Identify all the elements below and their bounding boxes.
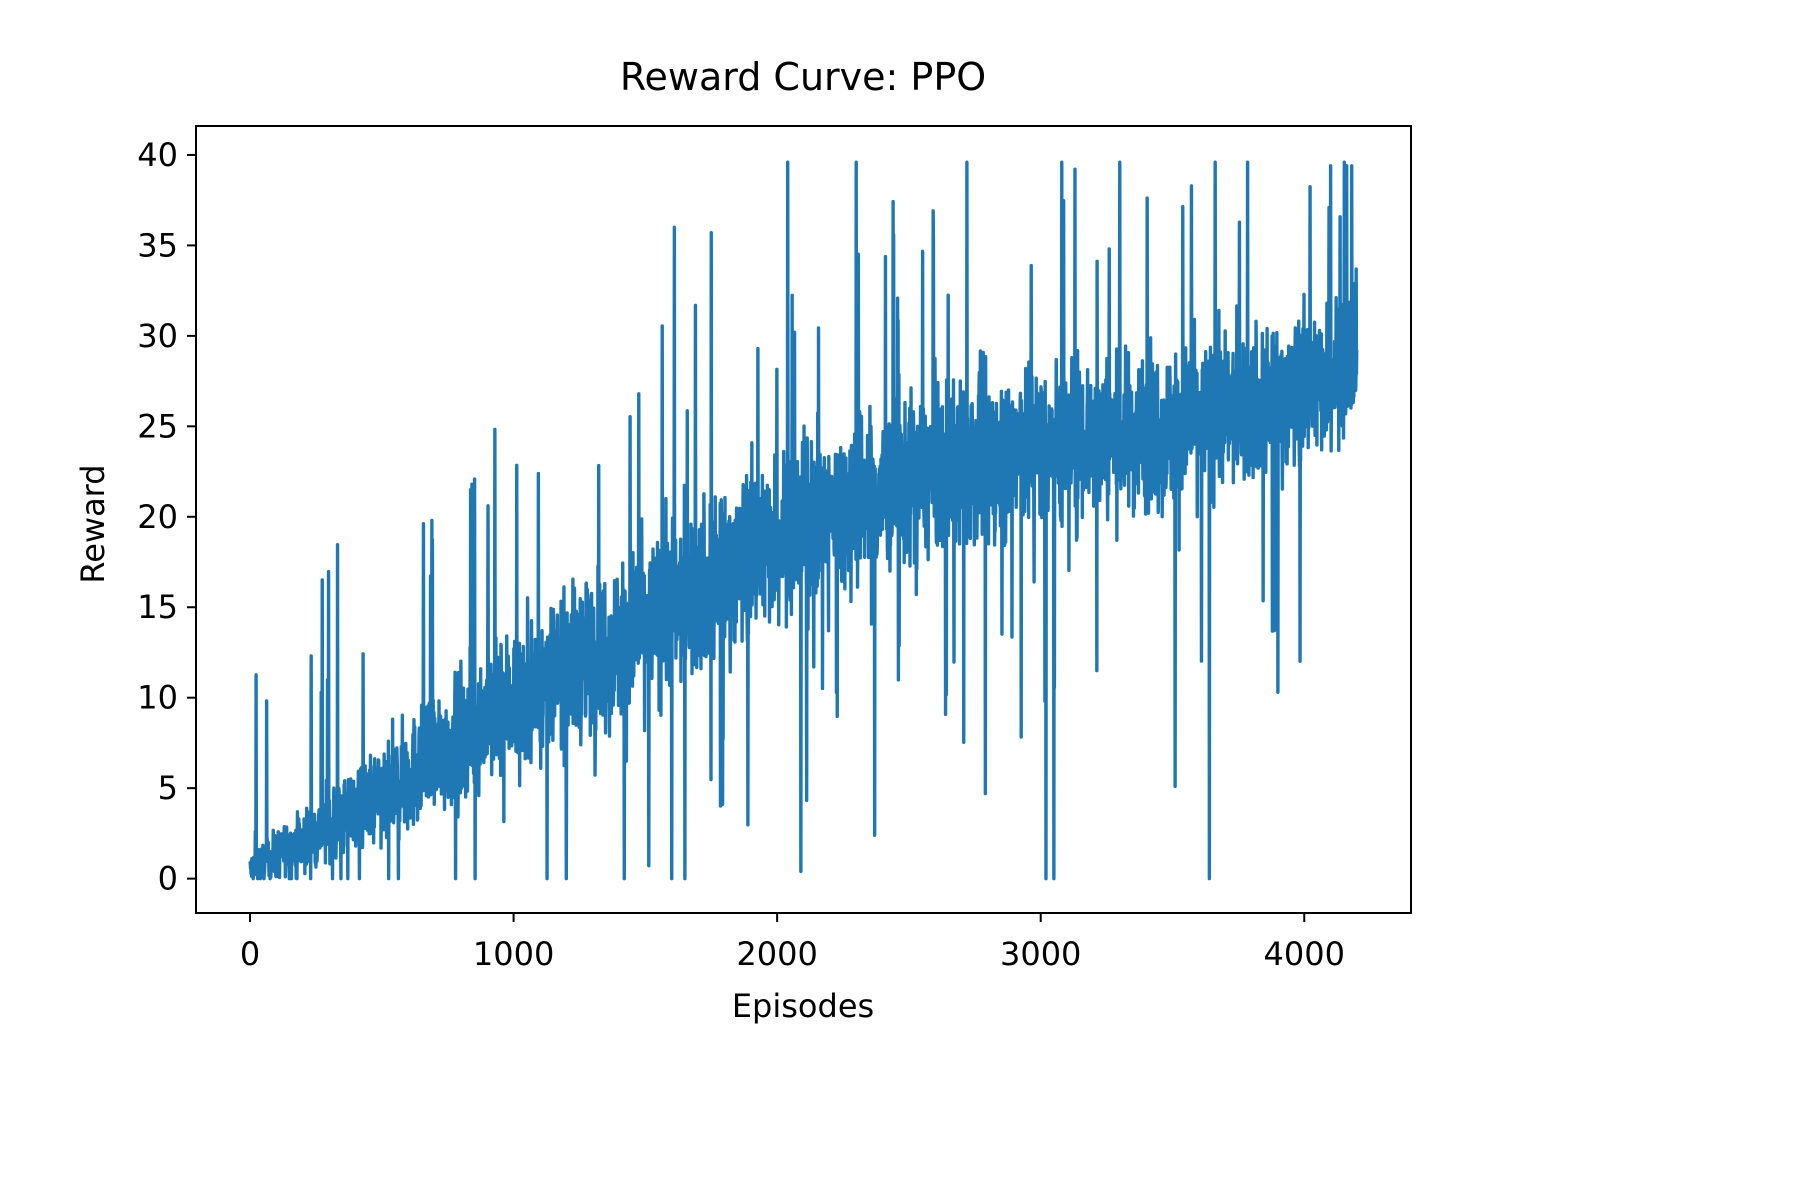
y-axis-ticks: 0 5 10 15 20 25 30 35 40	[137, 136, 196, 898]
plot-area	[195, 125, 1412, 914]
series-layer	[248, 160, 1359, 881]
x-tick-label: 3000	[1000, 935, 1081, 973]
x-axis-label: Episodes	[732, 987, 874, 1025]
x-axis-ticks: 0 1000 2000 3000 4000	[240, 913, 1345, 973]
y-tick-label: 0	[158, 860, 178, 898]
y-tick-label: 25	[137, 407, 178, 445]
y-tick-label: 30	[137, 317, 178, 355]
plot-frame	[195, 125, 1412, 914]
y-tick-label: 35	[137, 226, 178, 264]
x-tick-label: 4000	[1264, 935, 1345, 973]
reward-series-line	[248, 160, 1359, 881]
chart-title: Reward Curve: PPO	[620, 55, 986, 99]
y-axis-label: Reward	[74, 464, 112, 583]
y-tick-label: 10	[137, 679, 178, 717]
y-tick-label: 15	[137, 588, 178, 626]
y-tick-label: 5	[158, 769, 178, 807]
x-tick-label: 1000	[473, 935, 554, 973]
y-tick-label: 40	[137, 136, 178, 174]
x-tick-label: 0	[240, 935, 260, 973]
y-tick-label: 20	[137, 498, 178, 536]
x-tick-label: 2000	[736, 935, 817, 973]
